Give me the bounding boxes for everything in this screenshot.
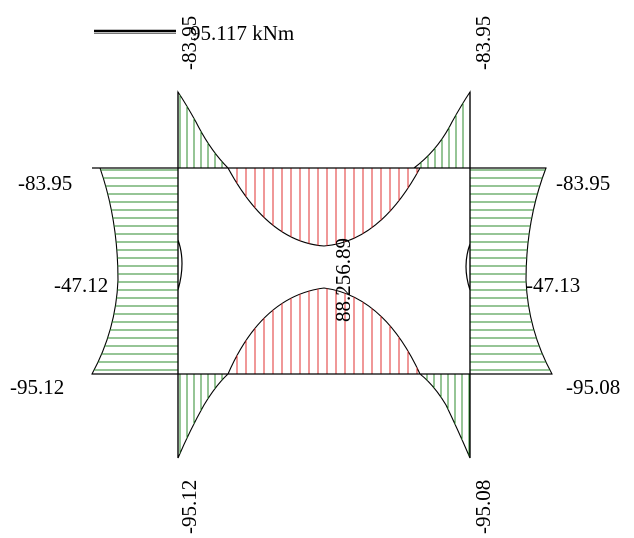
right-column-bottom-outline (418, 373, 471, 459)
frame-structure (92, 92, 552, 458)
bottom-beam-positive-outline (227, 287, 421, 375)
label-bottom-left-column: -95.12 (177, 480, 201, 534)
hatch-group (420, 374, 470, 458)
right-small-bulge (465, 243, 471, 291)
left-column-bottom-outline (177, 373, 230, 459)
legend: 95.117 kNm (94, 21, 294, 45)
top-beam-positive-diagram (227, 167, 421, 247)
label-left-top: -83.95 (18, 171, 72, 195)
right-column-top-diagram (412, 90, 471, 169)
positive-moment-regions (177, 167, 471, 375)
hatch-lines (92, 92, 552, 458)
label-right-mid: -47.13 (526, 273, 580, 297)
hatch-group (414, 92, 470, 168)
legend-text: 95.117 kNm (190, 21, 294, 45)
label-center: 88.256.89 (331, 238, 355, 322)
hatch-group (179, 92, 223, 168)
left-beam-diagram (91, 167, 179, 375)
label-top-left-column: -83.95 (177, 16, 201, 70)
left-column-top-diagram (177, 90, 230, 169)
hatch-group (228, 288, 418, 374)
left-beam-outline (91, 167, 179, 375)
hatch-group (470, 169, 552, 371)
label-left-mid: -47.12 (54, 273, 108, 297)
hatch-group (92, 169, 178, 371)
hatch-group (228, 168, 418, 246)
value-labels: -83.95 -83.95 -95.12 -95.08 -83.95 -47.1… (10, 16, 620, 534)
hatch-group (179, 374, 223, 458)
label-left-bottom: -95.12 (10, 375, 64, 399)
right-beam-diagram (469, 167, 553, 375)
label-right-bottom: -95.08 (566, 375, 620, 399)
right-beam-outline (469, 167, 553, 375)
bottom-beam-positive-diagram (227, 287, 421, 375)
label-top-right-column: -83.95 (471, 16, 495, 70)
label-bottom-right-column: -95.08 (471, 480, 495, 534)
label-right-top: -83.95 (556, 171, 610, 195)
top-beam-positive-outline (227, 167, 421, 247)
left-column-bottom-diagram (177, 373, 230, 459)
left-column-top-outline (177, 90, 230, 169)
negative-moment-regions (91, 90, 553, 459)
right-column-top-outline (412, 90, 471, 169)
right-column-bottom-diagram (418, 373, 471, 459)
left-small-bulge (177, 239, 183, 291)
